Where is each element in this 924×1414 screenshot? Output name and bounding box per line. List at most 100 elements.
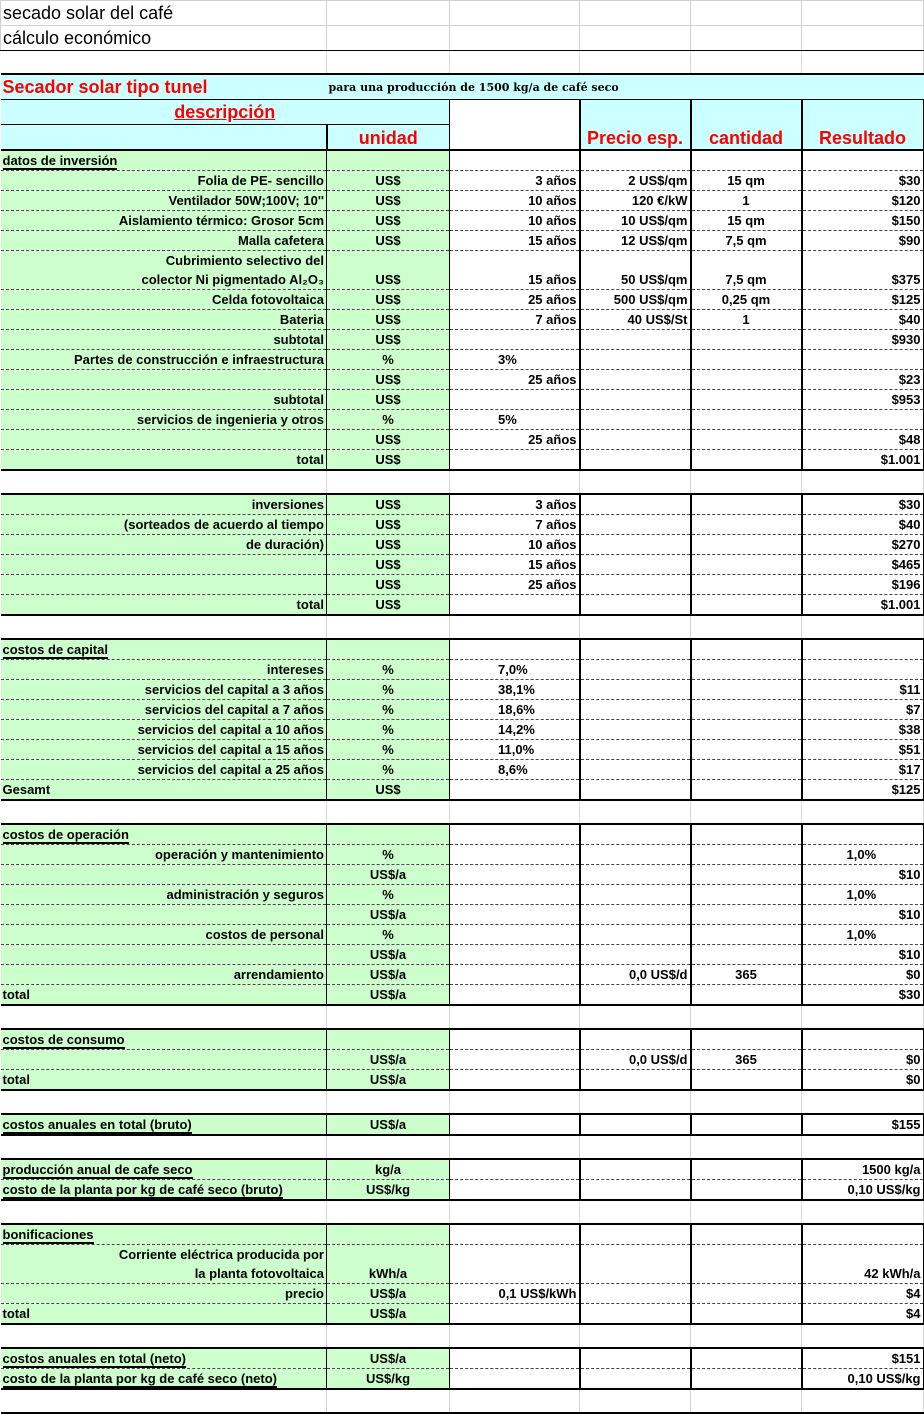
description-cell[interactable]: servicios del capital a 7 años [0,699,327,720]
cell[interactable] [690,25,802,51]
lifetime-cell[interactable]: 38,1% [449,679,581,700]
price-cell[interactable] [579,615,691,640]
lifetime-cell[interactable] [449,1264,581,1284]
price-cell[interactable]: 120 €/kW [579,190,692,211]
price-cell[interactable] [579,1090,691,1115]
price-cell[interactable]: 2 US$/qm [579,170,692,191]
result-cell[interactable]: $7 [801,699,924,720]
cell[interactable] [579,50,691,75]
lifetime-cell[interactable] [449,615,580,640]
description-cell[interactable]: servicios de ingenieria y otros [0,409,327,430]
result-cell[interactable]: $0 [801,1049,924,1070]
lifetime-cell[interactable]: 14,2% [449,719,581,740]
unit-cell[interactable]: % [326,679,450,700]
quantity-cell[interactable] [690,1179,803,1201]
result-cell[interactable] [801,659,924,680]
description-cell[interactable]: Corriente eléctrica producida por [0,1244,327,1264]
unit-cell[interactable] [326,823,450,845]
lifetime-cell[interactable]: 15 años [449,270,581,290]
price-cell[interactable] [579,699,692,720]
unit-cell[interactable]: US$ [326,449,450,471]
price-cell[interactable] [579,329,692,350]
lifetime-cell[interactable] [449,1049,581,1070]
price-cell[interactable] [579,864,692,885]
lifetime-cell[interactable]: 15 años [449,230,581,251]
quantity-cell[interactable] [690,1090,802,1115]
unit-cell[interactable] [326,470,450,495]
quantity-cell[interactable] [690,250,803,270]
lifetime-cell[interactable] [449,1028,581,1050]
result-cell[interactable] [801,1324,924,1349]
price-cell[interactable] [579,679,692,700]
price-cell[interactable] [579,149,692,171]
lifetime-cell[interactable] [449,1389,580,1414]
unit-cell[interactable] [326,615,450,640]
price-cell[interactable] [579,349,692,370]
quantity-cell[interactable] [690,1005,802,1030]
lifetime-cell[interactable] [449,250,581,270]
quantity-cell[interactable] [690,389,803,410]
result-cell[interactable]: 1500 kg/a [801,1158,924,1180]
result-cell[interactable]: $151 [801,1347,924,1369]
price-cell[interactable] [579,429,692,450]
lifetime-cell[interactable] [449,1368,581,1390]
header-precio[interactable]: Precio esp. [579,99,692,151]
price-cell[interactable] [579,449,692,471]
lifetime-cell[interactable]: 10 años [449,534,581,555]
result-cell[interactable] [801,1028,924,1050]
price-cell[interactable]: 0,0 US$/d [579,1049,692,1070]
description-cell[interactable] [0,554,327,575]
quantity-cell[interactable] [690,554,803,575]
lifetime-cell[interactable]: 3 años [449,170,581,191]
unit-cell[interactable]: US$ [326,574,450,595]
description-cell[interactable]: costos de consumo [0,1028,327,1050]
lifetime-cell[interactable]: 7,0% [449,659,581,680]
lifetime-cell[interactable] [449,823,581,845]
description-cell[interactable] [0,369,327,390]
result-cell[interactable]: 0,10 US$/kg [801,1368,924,1390]
result-cell[interactable]: $375 [801,270,924,290]
unit-cell[interactable]: kWh/a [326,1264,450,1284]
description-cell[interactable]: costos de operación [0,823,327,845]
price-cell[interactable] [579,739,692,760]
unit-cell[interactable]: US$ [326,190,450,211]
unit-cell[interactable]: US$ [326,534,450,555]
unit-cell[interactable]: US$ [326,514,450,535]
sheet-subtitle[interactable]: cálculo económico [0,25,327,51]
result-cell[interactable] [801,349,924,370]
price-cell[interactable] [579,944,692,965]
result-cell[interactable]: $4 [801,1283,924,1304]
price-cell[interactable]: 12 US$/qm [579,230,692,251]
quantity-cell[interactable]: 365 [690,964,803,985]
result-cell[interactable] [801,1389,924,1414]
lifetime-cell[interactable]: 25 años [449,289,581,310]
result-cell[interactable]: $953 [801,389,924,410]
unit-cell[interactable]: US$ [326,270,450,290]
description-cell[interactable]: costo de la planta por kg de café seco (… [0,1179,327,1201]
result-cell[interactable] [801,823,924,845]
lifetime-cell[interactable] [449,1158,581,1180]
quantity-cell[interactable] [690,574,803,595]
result-cell[interactable]: 1,0% [801,924,924,945]
quantity-cell[interactable] [690,800,802,825]
unit-cell[interactable]: US$ [326,369,450,390]
unit-cell[interactable]: % [326,409,450,430]
quantity-cell[interactable] [690,409,803,430]
result-cell[interactable]: $0 [801,964,924,985]
description-cell[interactable] [0,1135,327,1160]
price-cell[interactable] [579,779,692,801]
lifetime-cell[interactable] [449,1005,580,1030]
description-cell[interactable]: Gesamt [0,779,327,801]
quantity-cell[interactable] [690,1158,803,1180]
sheet-title[interactable]: secado solar del café [0,0,327,26]
result-cell[interactable] [801,615,924,640]
unit-cell[interactable]: % [326,924,450,945]
lifetime-cell[interactable]: 7 años [449,514,581,535]
banner-title[interactable]: Secador solar tipo tunel [0,74,327,100]
price-cell[interactable] [579,534,692,555]
price-cell[interactable] [579,719,692,740]
quantity-cell[interactable] [690,1135,802,1160]
result-cell[interactable]: $30 [801,170,924,191]
result-cell[interactable] [801,1200,924,1225]
unit-cell[interactable]: % [326,739,450,760]
